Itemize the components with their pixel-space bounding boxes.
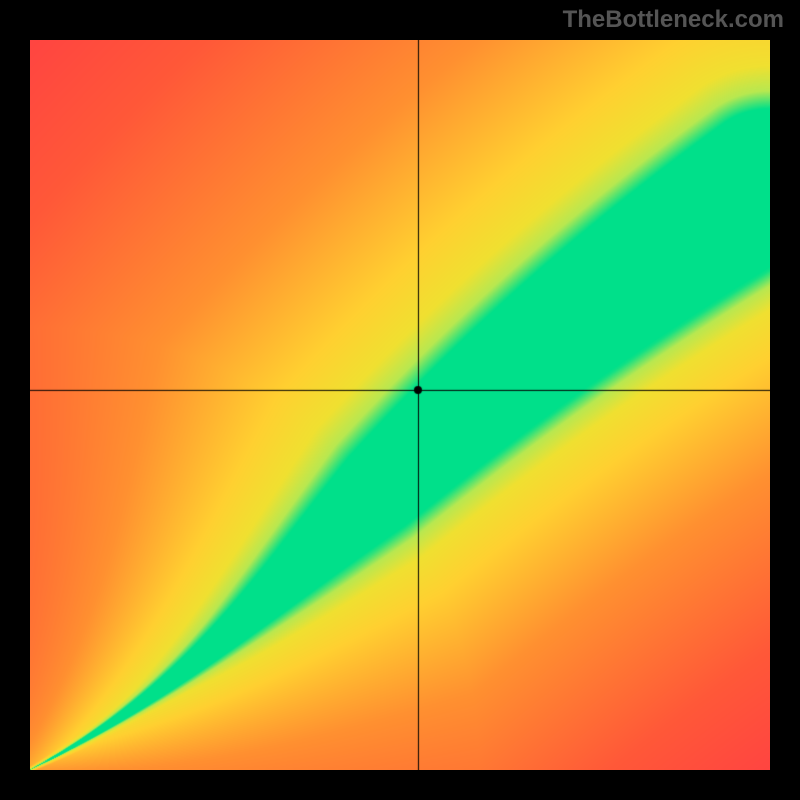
heatmap-canvas <box>30 40 770 770</box>
watermark-text: TheBottleneck.com <box>563 6 784 34</box>
heatmap-plot <box>30 40 770 770</box>
chart-container: TheBottleneck.com <box>0 0 800 800</box>
